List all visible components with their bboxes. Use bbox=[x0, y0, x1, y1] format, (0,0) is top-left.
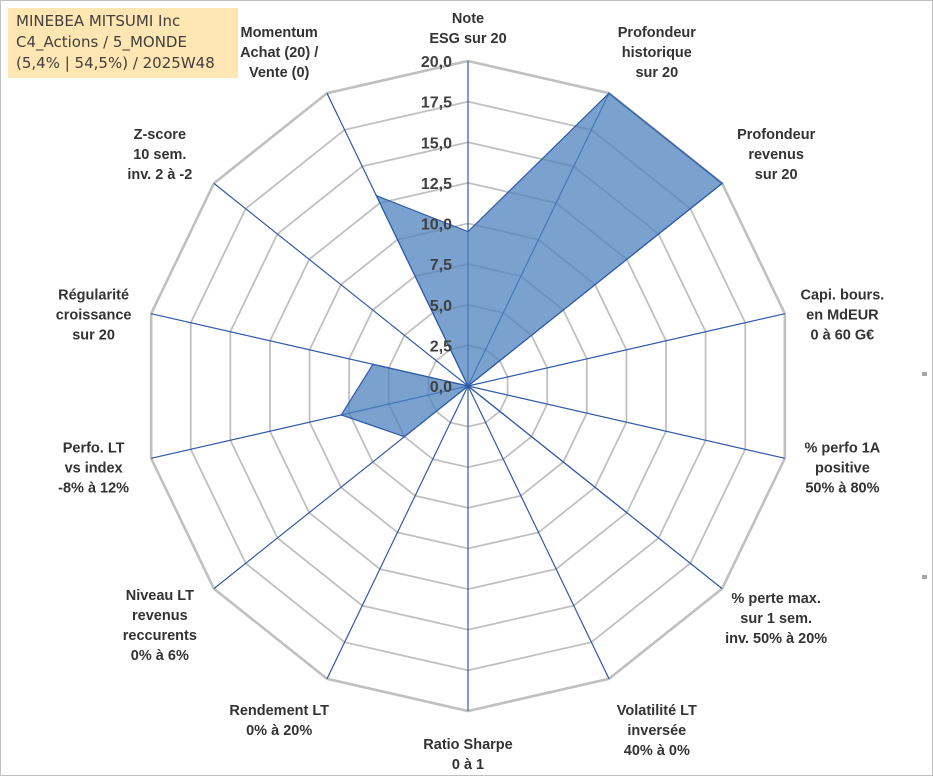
axis-label-line: Perfo. LT bbox=[63, 440, 125, 456]
axis-label-line: sur 1 sem. bbox=[740, 611, 812, 627]
axis-label-line: Niveau LT bbox=[126, 588, 194, 604]
axis-label-line: sur 20 bbox=[755, 167, 798, 183]
axis-label: Note ESG sur 20 bbox=[429, 11, 506, 47]
axis-label-line: Achat (20) / bbox=[240, 45, 318, 61]
axis-label-line: Profondeur bbox=[618, 25, 696, 41]
axis-label-line: % perte max. bbox=[731, 591, 820, 607]
data-point bbox=[403, 435, 406, 438]
data-point bbox=[626, 511, 628, 514]
tick-label: 12,5 bbox=[421, 176, 452, 193]
data-point bbox=[721, 182, 723, 185]
axis-label-line: croissance bbox=[56, 308, 132, 324]
series-layer bbox=[340, 92, 723, 514]
data-point bbox=[608, 92, 610, 94]
axis-label-line: Capi. bours. bbox=[801, 288, 885, 304]
axis-label-line: Note bbox=[452, 11, 484, 27]
tick-layer: 0,0 2,5 5,0 7,5 10,0 12,5 15,0 17,5 20,0 bbox=[421, 54, 452, 396]
axis-spoke bbox=[467, 313, 785, 387]
axis-label-line: en MdEUR bbox=[806, 308, 879, 324]
legend-company-name: MINEBEA MITSUMI Inc bbox=[16, 12, 181, 30]
data-point bbox=[467, 385, 469, 387]
axis-label-line: Profondeur bbox=[737, 127, 815, 143]
legend-stats: (5,4% | 54,5%) / 2025W48 bbox=[16, 54, 215, 72]
tick-label: 20,0 bbox=[421, 54, 452, 71]
axis-label: Rendement LT 0% à 20% bbox=[229, 703, 329, 739]
axis-label-line: Volatilité LT bbox=[617, 703, 697, 719]
axis-label-line: Vente (0) bbox=[249, 65, 310, 81]
tick-label: 0,0 bbox=[430, 379, 452, 396]
axis-label-line: inv. 2 à -2 bbox=[127, 167, 192, 183]
axis-label: Perfo. LT vs index -8% à 12% bbox=[58, 440, 129, 496]
axis-spoke bbox=[326, 385, 469, 680]
right-edge-mark bbox=[922, 372, 927, 376]
axis-label-line: historique bbox=[622, 45, 692, 61]
data-point bbox=[372, 363, 374, 366]
axis-label-line: Rendement LT bbox=[229, 703, 329, 719]
axis-label-line: 0% à 20% bbox=[246, 723, 312, 739]
axis-label: Momentum Achat (20) / Vente (0) bbox=[240, 25, 318, 81]
axis-label-line: reccurents bbox=[123, 628, 197, 644]
tick-label: 15,0 bbox=[421, 135, 452, 152]
axis-label: % perte max. sur 1 sem. inv. 50% à 20% bbox=[725, 591, 827, 647]
axis-label-line: revenus bbox=[132, 608, 188, 624]
axis-label: Profondeur revenus sur 20 bbox=[737, 127, 815, 183]
axis-label: Volatilité LT inversée 40% à 0% bbox=[617, 703, 697, 759]
tick-label: 2,5 bbox=[430, 338, 452, 355]
axis-spoke bbox=[213, 182, 469, 387]
axis-label: Profondeur historique sur 20 bbox=[618, 25, 696, 81]
axis-label-line: sur 20 bbox=[635, 65, 678, 81]
axis-label-line: Ratio Sharpe bbox=[423, 737, 512, 753]
axis-label: Z-score 10 sem. inv. 2 à -2 bbox=[127, 127, 192, 183]
axis-label-line: % perfo 1A bbox=[805, 440, 881, 456]
right-edge-mark bbox=[922, 575, 927, 579]
data-point bbox=[375, 194, 378, 197]
data-series-area bbox=[340, 92, 723, 514]
axis-label-line: Momentum bbox=[241, 25, 318, 41]
axis-label-line: vs index bbox=[65, 460, 123, 476]
axis-label: Régularité croissance sur 20 bbox=[56, 288, 132, 344]
axis-label-line: 50% à 80% bbox=[805, 480, 879, 496]
axis-label: Capi. bours. en MdEUR 0 à 60 G€ bbox=[801, 288, 885, 344]
axis-label-line: 0 à 1 bbox=[452, 757, 484, 773]
tick-label: 7,5 bbox=[430, 257, 452, 274]
data-point bbox=[467, 230, 469, 233]
axis-label-line: inversée bbox=[627, 723, 686, 739]
axis-label-line: 0 à 60 G€ bbox=[811, 328, 875, 344]
axis-label: Ratio Sharpe 0 à 1 bbox=[423, 737, 512, 773]
tick-label: 10,0 bbox=[421, 217, 452, 234]
axis-label: Niveau LT revenus reccurents 0% à 6% bbox=[123, 588, 197, 664]
axis-spoke bbox=[467, 385, 785, 459]
label-layer: Note ESG sur 20 Profondeur historique sur 20… bbox=[56, 11, 885, 773]
tick-label: 17,5 bbox=[421, 95, 452, 112]
axis-label-line: 40% à 0% bbox=[624, 743, 690, 759]
chart-legend-box: MINEBEA MITSUMI Inc C4_Actions / 5_MONDE… bbox=[8, 8, 238, 78]
axis-label-line: 10 sem. bbox=[133, 147, 186, 163]
axis-label-line: inv. 50% à 20% bbox=[725, 631, 827, 647]
axis-label-line: Z-score bbox=[134, 127, 186, 143]
axis-label: % perfo 1A positive 50% à 80% bbox=[805, 440, 881, 496]
axis-spoke bbox=[467, 385, 610, 680]
data-point bbox=[340, 414, 343, 416]
axis-label-line: -8% à 12% bbox=[58, 480, 129, 496]
tick-label: 5,0 bbox=[430, 298, 452, 315]
axis-label-line: revenus bbox=[748, 147, 804, 163]
axis-label-line: positive bbox=[815, 460, 870, 476]
legend-category: C4_Actions / 5_MONDE bbox=[16, 33, 187, 51]
axis-label-line: ESG sur 20 bbox=[429, 31, 506, 47]
axis-label-line: 0% à 6% bbox=[131, 648, 189, 664]
axis-label-line: sur 20 bbox=[72, 328, 115, 344]
axis-label-line: Régularité bbox=[58, 288, 129, 304]
